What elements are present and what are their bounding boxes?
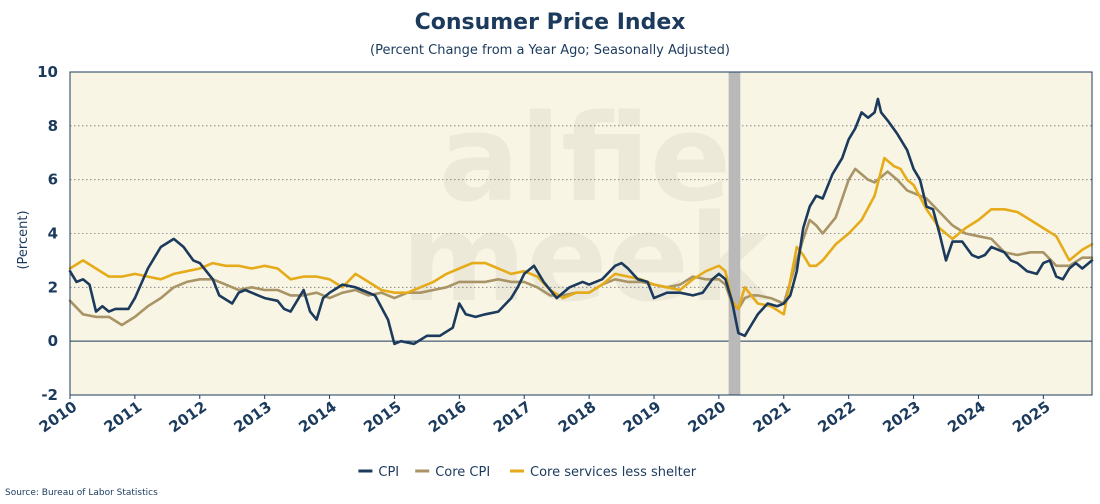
x-tick-label: 2024 [944, 398, 989, 437]
x-tick-label: 2016 [425, 398, 470, 437]
x-tick-label: 2013 [230, 398, 275, 437]
y-tick-label: 6 [48, 171, 58, 189]
legend-label-core-cpi: Core CPI [435, 465, 490, 480]
x-tick-label: 2025 [1009, 398, 1054, 437]
watermark-line-2: meek [401, 190, 772, 329]
series-line-core-cpi [68, 167, 1094, 327]
x-tick-label: 2014 [295, 398, 340, 437]
grid-lines [70, 125, 1092, 342]
y-tick-label: 10 [37, 63, 58, 81]
x-tick-label: 2011 [101, 398, 146, 437]
recession-band-layer [728, 72, 741, 395]
x-tick-label: 2020 [685, 398, 730, 437]
x-tick-label: 2019 [620, 398, 665, 437]
plot-border [69, 71, 1093, 396]
legend-label-core-services-less-shelter: Core services less shelter [530, 465, 697, 480]
series-line-core-services-less-shelter [68, 156, 1094, 316]
x-tick-label: 2023 [879, 398, 924, 437]
y-tick-label: -2 [41, 386, 58, 404]
y-tick-label: 8 [48, 117, 58, 135]
watermark-line-1: alfie [439, 90, 731, 229]
series-lines [68, 97, 1094, 346]
recession-band [728, 72, 741, 395]
y-tick-label: 4 [48, 225, 58, 243]
series-line-cpi [68, 97, 1094, 346]
x-tick-label: 2018 [555, 398, 600, 437]
x-tick-label: 2021 [750, 398, 795, 437]
chart-subtitle: (Percent Change from a Year Ago; Seasona… [370, 43, 730, 58]
legend-label-cpi: CPI [378, 465, 399, 480]
x-tick-label: 2015 [360, 398, 405, 437]
y-tick-label: 0 [48, 332, 58, 350]
y-axis-ticks: -2 0 2 4 6 8 10 [37, 63, 58, 404]
x-tick-label: 2012 [166, 398, 211, 437]
x-tick-label: 2017 [490, 398, 535, 437]
x-axis-ticks: 2010 2011 2012 2013 2014 2015 2016 2017 2018 2019… [36, 395, 1054, 436]
y-tick-label: 2 [48, 278, 58, 296]
source-note: Source: Bureau of Labor Statistics [5, 488, 158, 498]
legend: CPI Core CPI Core services less shelter [358, 465, 697, 480]
y-axis-label: (Percent) [16, 210, 31, 269]
x-tick-label: 2022 [814, 398, 859, 437]
chart-title: Consumer Price Index [415, 10, 686, 35]
